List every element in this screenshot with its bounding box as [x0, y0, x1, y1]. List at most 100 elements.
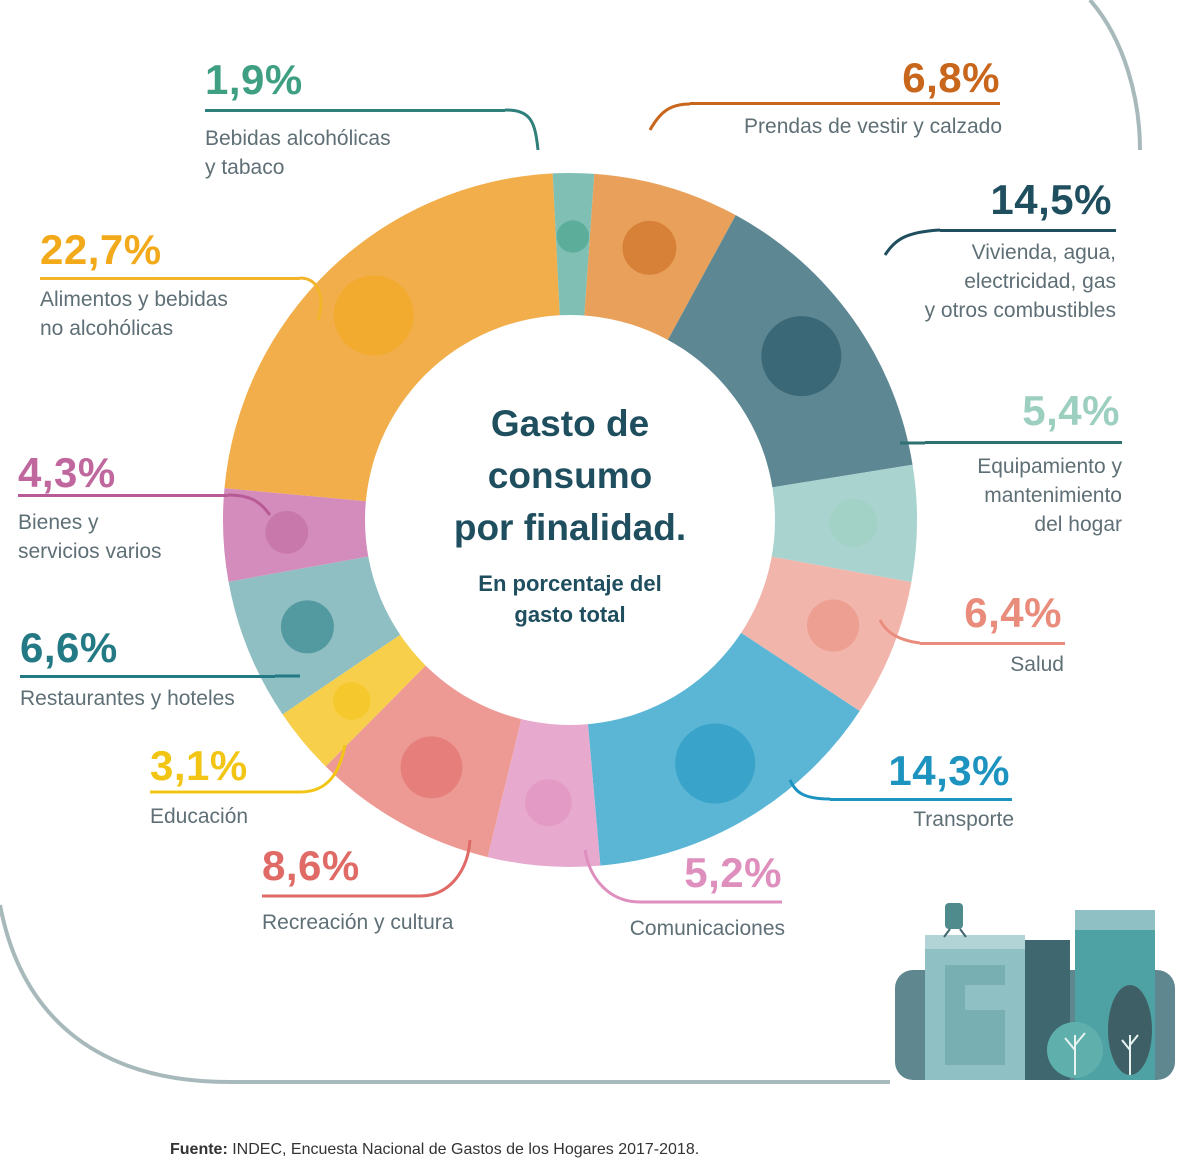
category-line: y tabaco: [205, 156, 285, 179]
category-recreacion: Recreación y cultura: [262, 908, 453, 937]
pct-transporte: 14,3%: [888, 747, 1010, 794]
pct-salud: 6,4%: [964, 589, 1062, 636]
pct-educacion: 3,1%: [150, 742, 248, 789]
pct-comunicaciones: 5,2%: [684, 849, 782, 896]
chicken-juice-icon: [333, 275, 414, 356]
label-salud: 6,4%: [900, 590, 1062, 636]
pct-bienes: 4,3%: [18, 449, 116, 496]
category-line: Restaurantes y hoteles: [20, 687, 235, 710]
category-line: Transporte: [913, 808, 1014, 831]
label-bebidas: 1,9%: [205, 57, 303, 103]
rule-bienes: [18, 494, 228, 497]
smartphone-icon: [525, 779, 572, 827]
category-line: Bebidas alcohólicas: [205, 127, 391, 150]
category-line: Educación: [150, 805, 249, 828]
leader-line: [504, 108, 540, 151]
subtitle-line-1: En porcentaje del: [478, 571, 662, 596]
label-educacion: 3,1%: [150, 743, 248, 789]
leader-line: [583, 849, 782, 904]
source-label: Fuente:: [170, 1141, 228, 1158]
pct-prendas: 6,8%: [902, 54, 1000, 101]
rule-prendas: [690, 102, 1000, 105]
pct-restaurantes: 6,6%: [20, 624, 118, 671]
city-buildings-icon: [895, 903, 1175, 1080]
category-bienes: Bienes y servicios varios: [18, 508, 162, 566]
category-bebidas: Bebidas alcohólicas y tabaco: [205, 124, 391, 182]
category-line: Prendas de vestir y calzado: [744, 115, 1002, 138]
label-comunicaciones: 5,2%: [620, 850, 782, 896]
source-text: INDEC, Encuesta Nacional de Gastos de lo…: [227, 1141, 700, 1158]
rule-transporte: [830, 798, 1012, 801]
rule-vivienda: [940, 229, 1116, 232]
category-alimentos: Alimentos y bebidas no alcohólicas: [40, 285, 228, 343]
leader-line: [262, 839, 472, 898]
label-alimentos: 22,7%: [40, 227, 162, 273]
label-equipamiento: 5,4%: [960, 388, 1120, 434]
category-vivienda: Vivienda, agua, electricidad, gas y otro…: [860, 238, 1116, 325]
rule-equipamiento: [925, 441, 1122, 444]
category-line: Bienes y: [18, 511, 99, 534]
category-prendas: Prendas de vestir y calzado: [690, 112, 1002, 141]
category-comunicaciones: Comunicaciones: [580, 914, 785, 943]
scissors-comb-icon: [265, 510, 309, 554]
pct-vivienda: 14,5%: [990, 176, 1112, 223]
category-educacion: Educación: [150, 802, 248, 831]
category-line: servicios varios: [18, 540, 162, 563]
bottle-icon: [556, 220, 590, 253]
leader-line: [150, 744, 347, 794]
category-line: Vivienda, agua,: [971, 241, 1116, 264]
category-line: no alcohólicas: [40, 317, 174, 340]
chart-title: Gasto de consumo por finalidad.: [410, 398, 730, 554]
label-recreacion: 8,6%: [262, 843, 360, 889]
chart-subtitle: En porcentaje del gasto total: [410, 568, 730, 630]
pct-equipamiento: 5,4%: [1022, 387, 1120, 434]
category-transporte: Transporte: [840, 805, 1014, 834]
leader-line: [883, 228, 941, 256]
plate-suitcase-icon: [280, 600, 334, 654]
tshirt-shoe-icon: [622, 220, 677, 275]
pct-alimentos: 22,7%: [40, 226, 162, 273]
rule-alimentos: [40, 277, 300, 280]
category-line: del hogar: [1034, 513, 1122, 536]
label-prendas: 6,8%: [790, 55, 1000, 101]
source-note: Fuente: INDEC, Encuesta Nacional de Gast…: [170, 1141, 699, 1159]
leader-line: [299, 276, 323, 321]
category-equipamiento: Equipamiento y mantenimiento del hogar: [900, 452, 1122, 539]
washing-machine-icon: [829, 498, 878, 547]
rule-bebidas: [205, 109, 505, 112]
category-line: Comunicaciones: [629, 917, 785, 940]
title-line-2: consumo: [487, 455, 653, 496]
label-bienes: 4,3%: [18, 450, 116, 496]
category-line: Salud: [1010, 653, 1064, 676]
rule-restaurantes: [20, 675, 275, 678]
car-sube-card-icon: [675, 723, 756, 804]
leader-line: [878, 619, 921, 645]
chart-title-block: Gasto de consumo por finalidad. En porce…: [410, 398, 730, 630]
title-line-1: Gasto de: [490, 403, 650, 444]
subtitle-line-2: gasto total: [514, 602, 626, 627]
guitar-ball-icon: [400, 736, 463, 799]
rule-salud: [920, 642, 1065, 645]
category-line: Alimentos y bebidas: [40, 288, 228, 311]
label-vivienda: 14,5%: [900, 177, 1112, 223]
category-line: mantenimiento: [984, 484, 1122, 507]
title-line-3: por finalidad.: [453, 507, 687, 548]
key-lightbulb-icon: [761, 316, 842, 397]
pct-bebidas: 1,9%: [205, 56, 303, 103]
category-line: Recreación y cultura: [262, 911, 454, 934]
label-transporte: 14,3%: [840, 748, 1010, 794]
folder-icon: [332, 682, 371, 720]
label-restaurantes: 6,6%: [20, 625, 118, 671]
category-line: Equipamiento y: [977, 455, 1122, 478]
category-line: y otros combustibles: [924, 299, 1116, 322]
category-restaurantes: Restaurantes y hoteles: [20, 684, 235, 713]
category-salud: Salud: [900, 650, 1064, 679]
category-line: electricidad, gas: [964, 270, 1116, 293]
leader-line: [788, 779, 831, 801]
pct-recreacion: 8,6%: [262, 842, 360, 889]
leader-line: [648, 102, 691, 131]
medical-cross-icon: [807, 599, 860, 652]
leader-line: [227, 493, 272, 516]
